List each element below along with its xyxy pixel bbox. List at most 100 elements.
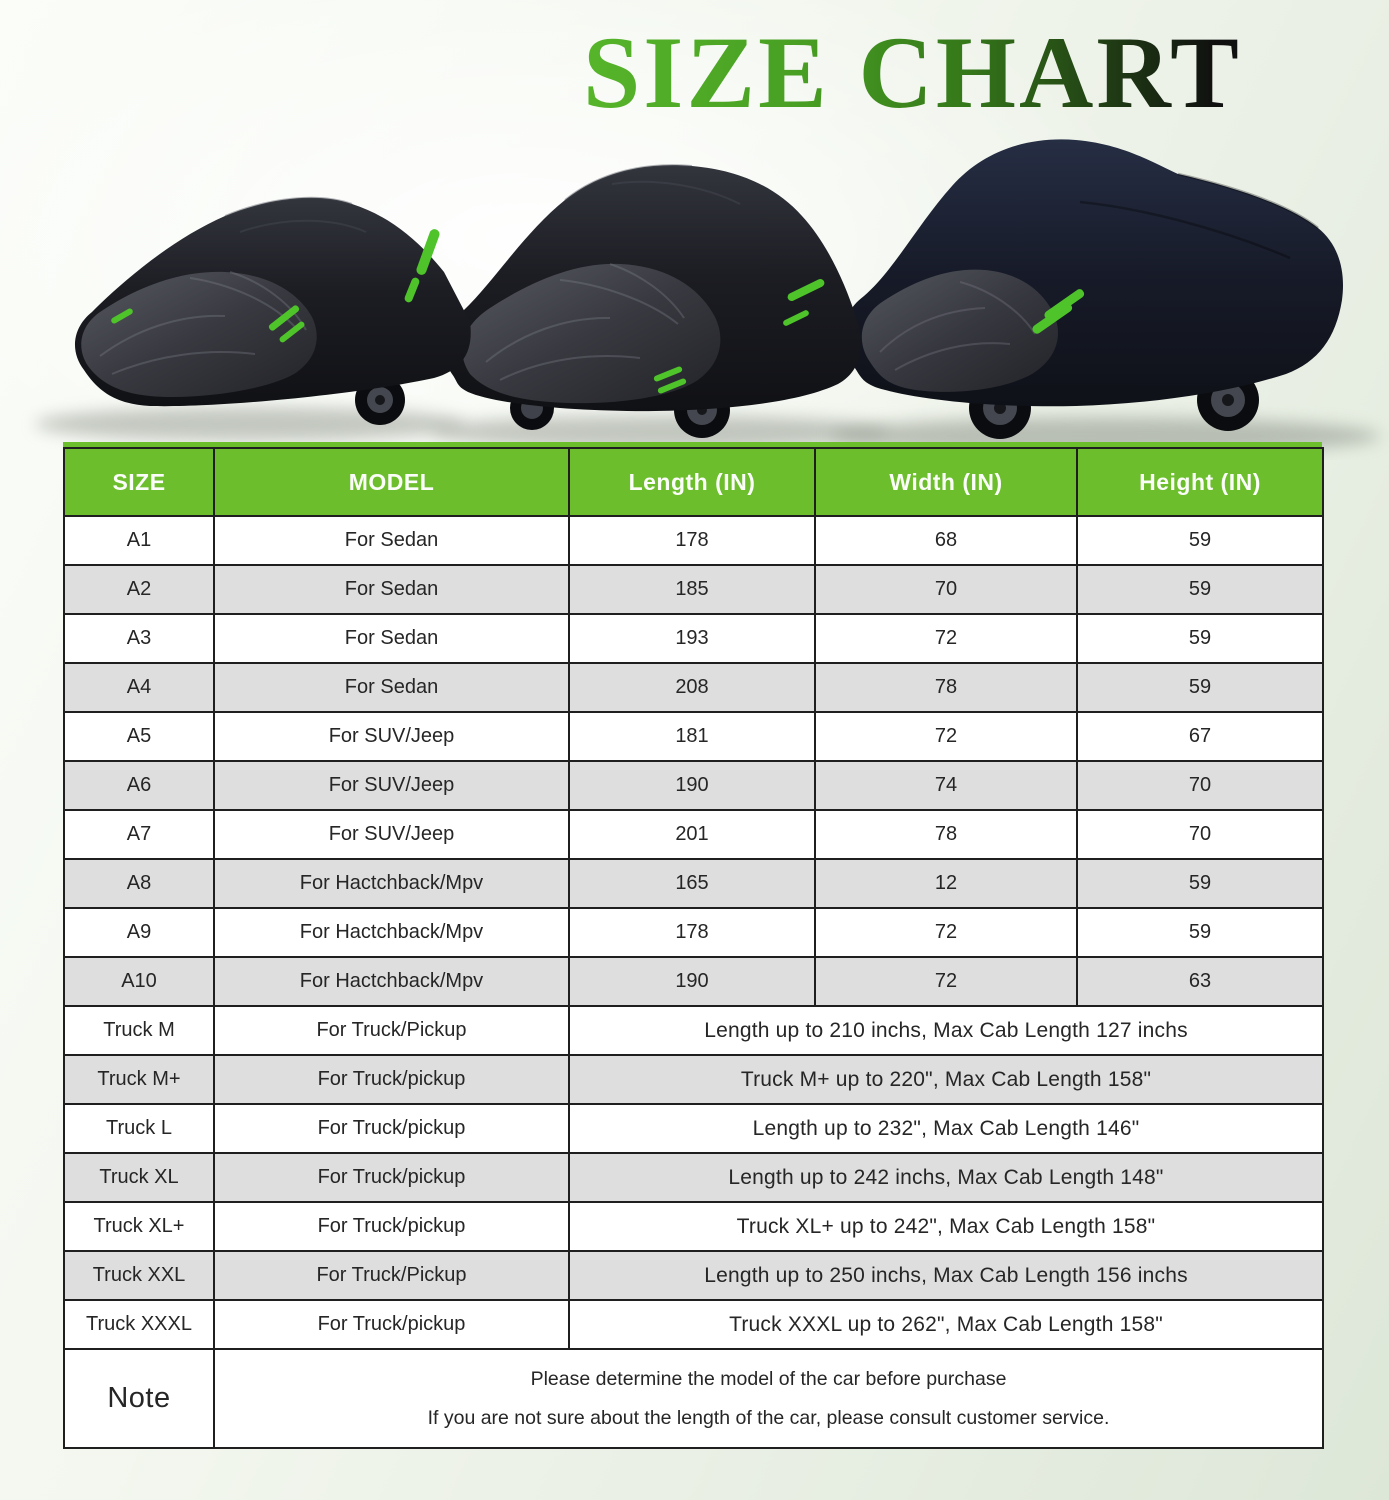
table-row: A7 For SUV/Jeep 201 78 70 bbox=[63, 809, 1324, 860]
header-row: SIZE MODEL Length (IN) Width (IN) Height (IN… bbox=[63, 447, 1324, 517]
size-cell: Truck XL+ bbox=[63, 1201, 215, 1252]
size-cell: A7 bbox=[63, 809, 215, 860]
height-cell: 59 bbox=[1076, 564, 1324, 615]
table-header-row: SIZE MODEL Length (IN) Width (IN) Height (IN… bbox=[63, 447, 1324, 517]
suv-cover bbox=[443, 164, 861, 438]
width-cell: 70 bbox=[814, 564, 1078, 615]
length-cell: 178 bbox=[568, 515, 816, 566]
dimensions-span-cell: Length up to 242 inchs, Max Cab Length 1… bbox=[568, 1152, 1324, 1203]
size-cell: Truck M+ bbox=[63, 1054, 215, 1105]
height-cell: 63 bbox=[1076, 956, 1324, 1007]
column-header-length-in: Length (IN) bbox=[568, 447, 816, 517]
note-line-2: If you are not sure about the length of … bbox=[427, 1406, 1110, 1429]
table-row: A3 For Sedan 193 72 59 bbox=[63, 613, 1324, 664]
size-table: SIZE MODEL Length (IN) Width (IN) Height (IN… bbox=[63, 447, 1324, 1449]
size-cell: Truck XXL bbox=[63, 1250, 215, 1301]
model-cell: For Sedan bbox=[213, 515, 570, 566]
table-row: Truck XL For Truck/pickup Length up to 242… bbox=[63, 1152, 1324, 1203]
table-row: Truck L For Truck/pickup Length up to 232"… bbox=[63, 1103, 1324, 1154]
width-cell: 72 bbox=[814, 956, 1078, 1007]
length-cell: 185 bbox=[568, 564, 816, 615]
model-cell: For SUV/Jeep bbox=[213, 711, 570, 762]
table-row: A4 For Sedan 208 78 59 bbox=[63, 662, 1324, 713]
table-row: Truck XL+ For Truck/pickup Truck XL+ up to… bbox=[63, 1201, 1324, 1252]
length-cell: 193 bbox=[568, 613, 816, 664]
height-cell: 59 bbox=[1076, 662, 1324, 713]
suv-zipper-stripes bbox=[653, 278, 825, 394]
table-row: Truck XXL For Truck/Pickup Length up to 25… bbox=[63, 1250, 1324, 1301]
dimensions-span-cell: Truck XXXL up to 262", Max Cab Length 15… bbox=[568, 1299, 1324, 1350]
table-row: A9 For Hactchback/Mpv 178 72 59 bbox=[63, 907, 1324, 958]
table-row: A8 For Hactchback/Mpv 165 12 59 bbox=[63, 858, 1324, 909]
model-cell: For SUV/Jeep bbox=[213, 760, 570, 811]
height-cell: 59 bbox=[1076, 613, 1324, 664]
height-cell: 70 bbox=[1076, 809, 1324, 860]
model-cell: For Hactchback/Mpv bbox=[213, 907, 570, 958]
size-cell: A6 bbox=[63, 760, 215, 811]
size-cell: Truck XL bbox=[63, 1152, 215, 1203]
size-cell: A8 bbox=[63, 858, 215, 909]
model-cell: For Sedan bbox=[213, 613, 570, 664]
model-cell: For Truck/Pickup bbox=[213, 1250, 570, 1301]
note-cell: Please determine the model of the car be… bbox=[213, 1348, 1324, 1449]
column-header-model: MODEL bbox=[213, 447, 570, 517]
model-cell: For SUV/Jeep bbox=[213, 809, 570, 860]
width-cell: 72 bbox=[814, 907, 1078, 958]
size-cell: A2 bbox=[63, 564, 215, 615]
model-cell: For Sedan bbox=[213, 662, 570, 713]
size-table-section: SIZE MODEL Length (IN) Width (IN) Height (IN… bbox=[63, 442, 1324, 1449]
height-cell: 59 bbox=[1076, 858, 1324, 909]
height-cell: 70 bbox=[1076, 760, 1324, 811]
model-cell: For Truck/pickup bbox=[213, 1201, 570, 1252]
height-cell: 67 bbox=[1076, 711, 1324, 762]
size-cell: A4 bbox=[63, 662, 215, 713]
size-cell: A1 bbox=[63, 515, 215, 566]
table-row: A5 For SUV/Jeep 181 72 67 bbox=[63, 711, 1324, 762]
model-cell: For Sedan bbox=[213, 564, 570, 615]
table-row: A2 For Sedan 185 70 59 bbox=[63, 564, 1324, 615]
model-cell: For Truck/pickup bbox=[213, 1152, 570, 1203]
size-cell: Truck L bbox=[63, 1103, 215, 1154]
sedan-zipper-stripes bbox=[111, 229, 440, 343]
length-cell: 165 bbox=[568, 858, 816, 909]
dimensions-span-cell: Truck M+ up to 220", Max Cab Length 158" bbox=[568, 1054, 1324, 1105]
height-cell: 59 bbox=[1076, 907, 1324, 958]
width-cell: 72 bbox=[814, 711, 1078, 762]
dimensions-span-cell: Length up to 250 inchs, Max Cab Length 1… bbox=[568, 1250, 1324, 1301]
width-cell: 78 bbox=[814, 809, 1078, 860]
size-cell: A9 bbox=[63, 907, 215, 958]
table-row: A10 For Hactchback/Mpv 190 72 63 bbox=[63, 956, 1324, 1007]
column-header-width-in: Width (IN) bbox=[814, 447, 1078, 517]
length-cell: 181 bbox=[568, 711, 816, 762]
model-cell: For Truck/pickup bbox=[213, 1054, 570, 1105]
sedan-cover bbox=[74, 196, 471, 425]
length-cell: 201 bbox=[568, 809, 816, 860]
length-cell: 178 bbox=[568, 907, 816, 958]
width-cell: 68 bbox=[814, 515, 1078, 566]
table-body: A1 For Sedan 178 68 59 A2 For Sedan 185 70 59 A3 Fo… bbox=[63, 515, 1324, 1449]
size-cell: A10 bbox=[63, 956, 215, 1007]
note-line-1: Please determine the model of the car be… bbox=[530, 1368, 1007, 1391]
table-row: Truck M For Truck/Pickup Length up to 210 … bbox=[63, 1005, 1324, 1056]
model-cell: For Hactchback/Mpv bbox=[213, 956, 570, 1007]
width-cell: 12 bbox=[814, 858, 1078, 909]
width-cell: 78 bbox=[814, 662, 1078, 713]
size-cell: Truck XXXL bbox=[63, 1299, 215, 1350]
truck-zipper-stripes bbox=[1032, 289, 1085, 334]
dimensions-span-cell: Length up to 232", Max Cab Length 146" bbox=[568, 1103, 1324, 1154]
width-cell: 72 bbox=[814, 613, 1078, 664]
size-cell: A5 bbox=[63, 711, 215, 762]
model-cell: For Truck/pickup bbox=[213, 1103, 570, 1154]
model-cell: For Truck/pickup bbox=[213, 1299, 570, 1350]
width-cell: 74 bbox=[814, 760, 1078, 811]
note-label: Note bbox=[63, 1348, 215, 1449]
size-cell: A3 bbox=[63, 613, 215, 664]
length-cell: 208 bbox=[568, 662, 816, 713]
dimensions-span-cell: Length up to 210 inchs, Max Cab Length 1… bbox=[568, 1005, 1324, 1056]
pickup-truck-cover bbox=[842, 139, 1343, 439]
page-title: SIZE CHART bbox=[583, 16, 1242, 130]
model-cell: For Hactchback/Mpv bbox=[213, 858, 570, 909]
column-header-size: SIZE bbox=[63, 447, 215, 517]
table-row: A1 For Sedan 178 68 59 bbox=[63, 515, 1324, 566]
